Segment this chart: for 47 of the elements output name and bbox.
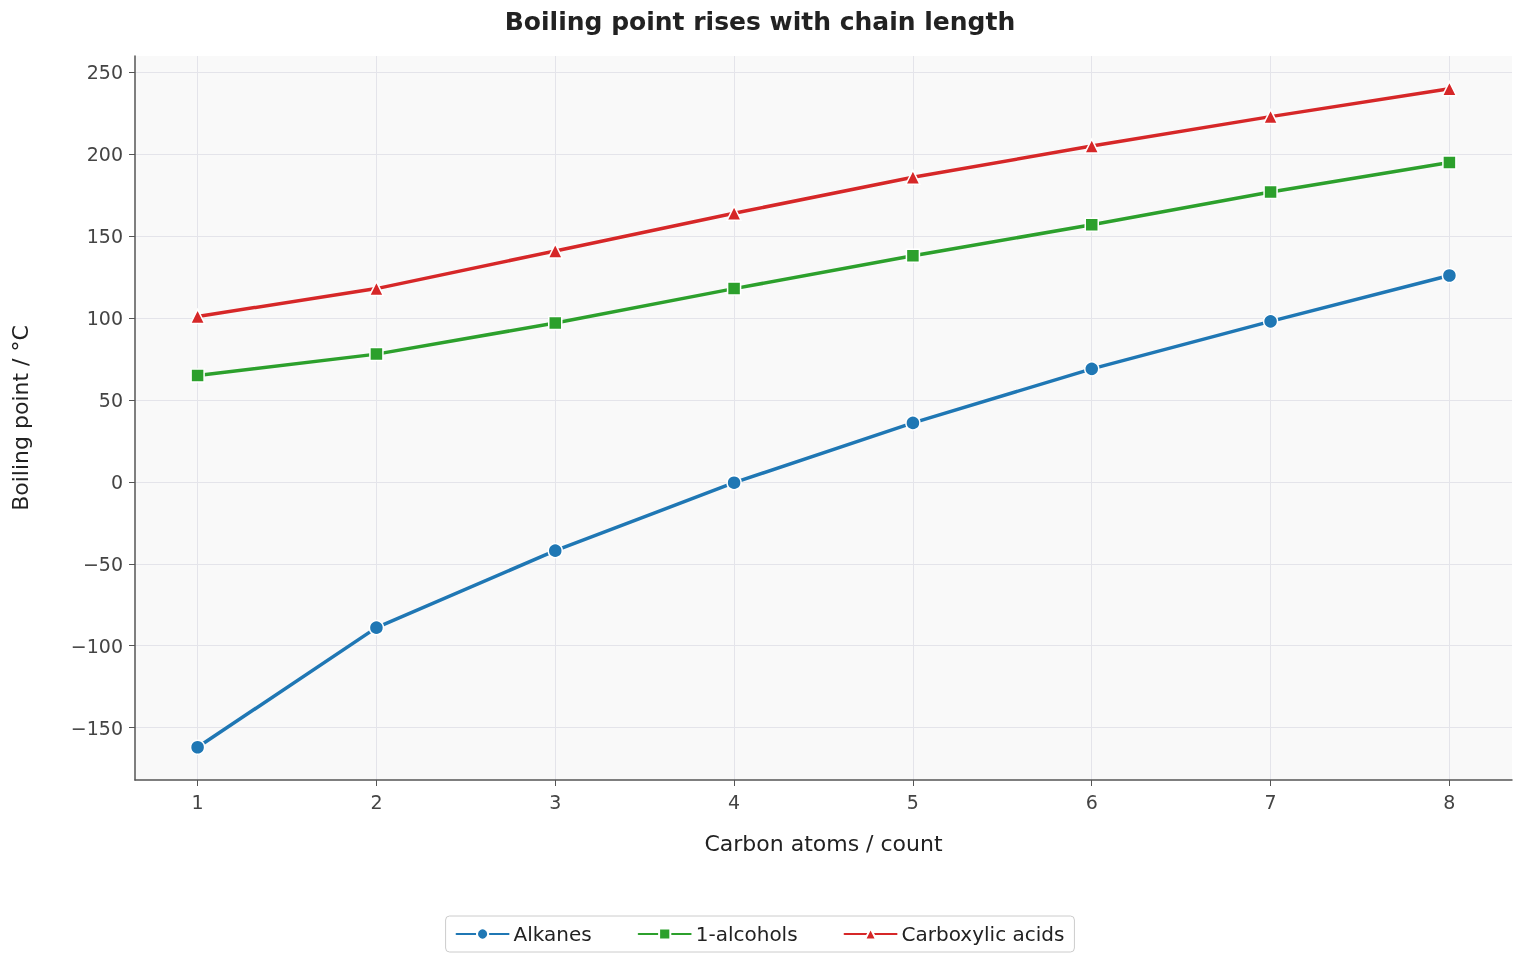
point [368, 280, 385, 297]
point [1262, 313, 1279, 330]
y-tick-label: −50 [82, 552, 123, 575]
x-axis-title: Carbon atoms / count [704, 830, 943, 856]
x-tick-label: 4 [728, 790, 741, 813]
point [905, 169, 921, 185]
point [548, 315, 563, 331]
point [905, 248, 921, 264]
point [547, 243, 563, 259]
chart-title: Boiling point rises with chain length [504, 7, 1016, 36]
point [1441, 81, 1458, 97]
point [726, 474, 742, 491]
point [190, 368, 205, 383]
legend-label: Carboxylic acids [901, 922, 1065, 946]
point [1084, 361, 1100, 377]
point [905, 415, 921, 431]
legend-label: 1-alcohols [695, 922, 798, 946]
point [726, 205, 742, 221]
y-tick-label: −150 [70, 716, 123, 739]
y-tick-label: 100 [86, 307, 123, 330]
point [369, 346, 384, 362]
point [1263, 184, 1278, 200]
y-axis-title: Boiling point / °C [7, 325, 33, 511]
point [1084, 217, 1099, 232]
point [368, 619, 385, 636]
x-tick-label: 1 [191, 790, 204, 813]
point [189, 308, 206, 325]
legend-label: Alkanes [513, 922, 592, 946]
point [1442, 155, 1457, 170]
x-tick-label: 8 [1443, 790, 1456, 813]
point [726, 281, 742, 296]
y-tick-label: 50 [98, 388, 123, 411]
point [1441, 267, 1458, 284]
x-tick-label: 5 [906, 790, 919, 813]
y-tick-label: 200 [86, 143, 123, 166]
y-tick-label: 0 [110, 470, 123, 493]
x-tick-label: 7 [1264, 790, 1277, 813]
x-tick-label: 6 [1085, 790, 1098, 813]
y-tick-label: 150 [86, 225, 123, 248]
y-tick-label: −100 [70, 634, 123, 657]
x-tick-label: 3 [549, 790, 562, 813]
point [189, 739, 206, 755]
x-tick-label: 2 [370, 790, 383, 813]
point [547, 542, 563, 559]
point [1262, 108, 1279, 125]
point [1084, 138, 1100, 154]
y-tick-label: 250 [86, 61, 123, 84]
